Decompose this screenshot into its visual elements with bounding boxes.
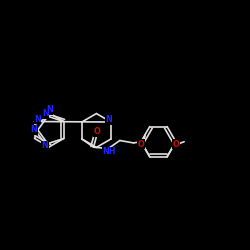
- Text: N: N: [42, 109, 49, 118]
- Text: O: O: [138, 140, 145, 149]
- Text: N: N: [46, 105, 52, 114]
- Text: N: N: [106, 115, 112, 124]
- Text: N: N: [30, 126, 37, 134]
- Text: O: O: [94, 128, 100, 136]
- Text: N: N: [34, 114, 41, 124]
- Text: NH: NH: [102, 148, 116, 156]
- Text: N: N: [42, 141, 48, 150]
- Text: O: O: [173, 140, 180, 149]
